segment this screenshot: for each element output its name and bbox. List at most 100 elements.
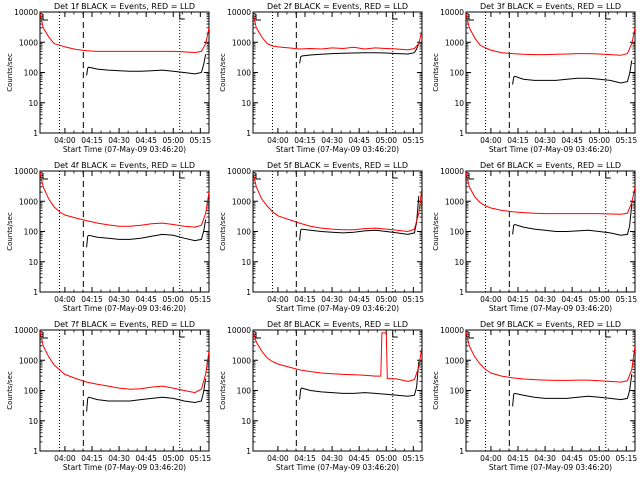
x-tick-label: 04:45: [348, 136, 370, 145]
y-tick-label: 10000: [14, 8, 38, 17]
end-bracket-mark: [605, 331, 611, 338]
x-tick-label: 04:00: [267, 136, 289, 145]
series-line-lld: [253, 331, 422, 382]
series-line-lld: [253, 172, 422, 233]
x-axis-label: Start Time (07-May-09 03:46:20): [63, 304, 186, 313]
x-tick-label: 05:15: [616, 454, 638, 463]
series-line-events: [86, 219, 207, 248]
panel-title: Det 4f BLACK = Events, RED = LLD: [54, 161, 195, 170]
end-bracket-mark: [605, 13, 611, 20]
x-tick-label: 04:45: [135, 136, 157, 145]
start-bracket-mark: [255, 332, 261, 339]
x-tick-label: 05:00: [588, 454, 610, 463]
y-tick-label: 10: [28, 258, 38, 267]
y-tick-label: 1000: [19, 197, 38, 206]
y-tick-label: 100: [450, 387, 465, 396]
y-tick-label: 1: [33, 288, 38, 297]
y-tick-label: 10: [454, 258, 464, 267]
y-axis-label: Counts/sec: [6, 53, 14, 92]
x-tick-label: 05:15: [190, 454, 212, 463]
end-bracket-mark: [179, 172, 185, 179]
series-line-events: [512, 60, 633, 85]
y-tick-label: 100: [24, 228, 39, 237]
x-tick-label: 04:30: [108, 136, 130, 145]
y-tick-label: 100: [24, 69, 39, 78]
x-tick-label: 05:00: [162, 136, 184, 145]
x-tick-label: 04:30: [321, 295, 343, 304]
x-tick-label: 05:15: [403, 136, 425, 145]
x-tick-label: 04:30: [108, 295, 130, 304]
end-bracket-mark: [392, 172, 398, 179]
y-tick-label: 100: [237, 69, 252, 78]
x-tick-label: 05:15: [190, 295, 212, 304]
y-tick-label: 10: [241, 99, 251, 108]
plot-frame: [252, 329, 423, 452]
y-tick-label: 100: [24, 387, 39, 396]
x-axis-label: Start Time (07-May-09 03:46:20): [489, 463, 612, 472]
y-tick-label: 10000: [227, 167, 251, 176]
x-tick-label: 05:00: [588, 136, 610, 145]
end-bracket-mark: [179, 13, 185, 20]
end-bracket-mark: [392, 13, 398, 20]
series-line-lld: [466, 331, 635, 383]
y-axis-label: Counts/sec: [432, 53, 440, 92]
x-tick-label: 04:30: [321, 454, 343, 463]
y-tick-label: 1000: [232, 356, 251, 365]
y-tick-label: 1000: [445, 197, 464, 206]
x-tick-label: 05:00: [375, 136, 397, 145]
y-axis-label: Counts/sec: [219, 53, 227, 92]
x-tick-label: 04:15: [81, 454, 103, 463]
panel-title: Det 7f BLACK = Events, RED = LLD: [54, 320, 195, 329]
panel-title: Det 9f BLACK = Events, RED = LLD: [480, 320, 621, 329]
x-tick-label: 04:15: [507, 136, 529, 145]
start-bracket-mark: [42, 14, 48, 21]
x-tick-label: 04:30: [534, 295, 556, 304]
start-bracket-mark: [42, 332, 48, 339]
y-tick-label: 1: [459, 129, 464, 138]
y-axis-label: Counts/sec: [219, 371, 227, 410]
y-tick-label: 1000: [19, 38, 38, 47]
y-tick-label: 1: [33, 447, 38, 456]
series-line-events: [512, 204, 633, 236]
end-bracket-mark: [179, 331, 185, 338]
plot-frame: [465, 329, 636, 452]
panel-title: Det 6f BLACK = Events, RED = LLD: [480, 161, 621, 170]
y-tick-label: 10: [28, 417, 38, 426]
x-tick-label: 05:15: [616, 295, 638, 304]
x-tick-label: 04:15: [507, 454, 529, 463]
x-tick-label: 05:00: [162, 454, 184, 463]
plot-frame: [39, 170, 210, 293]
y-tick-label: 1: [246, 447, 251, 456]
x-tick-label: 04:00: [480, 136, 502, 145]
x-tick-label: 04:00: [480, 295, 502, 304]
x-tick-label: 04:15: [294, 454, 316, 463]
x-tick-label: 05:00: [588, 295, 610, 304]
y-tick-label: 1000: [445, 356, 464, 365]
y-tick-label: 10000: [440, 167, 464, 176]
x-tick-label: 04:45: [135, 454, 157, 463]
start-bracket-mark: [255, 14, 261, 21]
plot-frame: [252, 11, 423, 134]
x-tick-label: 04:00: [267, 454, 289, 463]
end-bracket-mark: [392, 331, 398, 338]
y-tick-label: 1: [459, 447, 464, 456]
x-tick-label: 04:45: [561, 136, 583, 145]
y-tick-label: 10: [241, 417, 251, 426]
series-line-lld: [466, 172, 635, 215]
y-tick-label: 1000: [445, 38, 464, 47]
x-tick-label: 04:00: [54, 454, 76, 463]
y-tick-label: 1000: [19, 356, 38, 365]
series-line-lld: [40, 331, 209, 394]
y-tick-label: 1000: [232, 197, 251, 206]
y-axis-label: Counts/sec: [219, 212, 227, 251]
x-tick-label: 04:15: [81, 136, 103, 145]
x-tick-label: 05:00: [375, 295, 397, 304]
y-tick-label: 10000: [14, 167, 38, 176]
x-tick-label: 04:15: [294, 295, 316, 304]
x-axis-label: Start Time (07-May-09 03:46:20): [276, 463, 399, 472]
x-tick-label: 04:00: [54, 295, 76, 304]
x-tick-label: 04:00: [54, 136, 76, 145]
y-tick-label: 1: [246, 288, 251, 297]
